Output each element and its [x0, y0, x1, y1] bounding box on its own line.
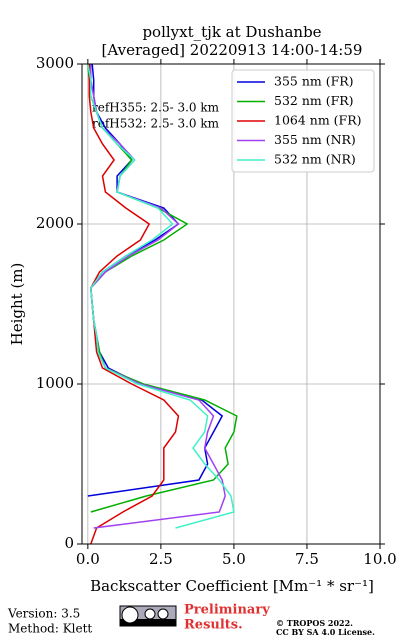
annotation: refH355: 2.5- 3.0 km [92, 101, 220, 115]
y-tick-label: 1000 [36, 374, 74, 392]
annotation: refH532: 2.5- 3.0 km [92, 117, 220, 131]
data-line [88, 64, 180, 545]
legend-label: 532 nm (FR) [274, 93, 354, 108]
copyright: © TROPOS 2022. [276, 618, 353, 628]
chart-title: pollyxt_tjk at Dushanbe [142, 23, 321, 41]
y-tick-label: 2000 [36, 214, 74, 232]
y-axis-label: Height (m) [8, 263, 26, 346]
x-tick-label: 2.5 [149, 550, 173, 568]
x-tick-label: 7.5 [295, 550, 319, 568]
x-tick-label: 10.0 [363, 550, 396, 568]
notice: Preliminary [184, 603, 270, 618]
legend-box [231, 69, 375, 173]
legend-label: 1064 nm (FR) [274, 113, 362, 128]
data-line [87, 63, 238, 513]
license: CC BY SA 4.0 License. [276, 627, 375, 637]
data-line [87, 63, 235, 529]
chart-subtitle: [Averaged] 20220913 14:00-14:59 [102, 41, 363, 59]
legend-label: 355 nm (NR) [274, 132, 356, 147]
version: Version: 3.5 [7, 607, 80, 621]
legend-label: 532 nm (NR) [274, 152, 356, 167]
cc-logo [119, 605, 177, 627]
plot-frame [81, 63, 381, 545]
y-tick-label: 0 [64, 534, 74, 552]
notice: Results. [184, 618, 243, 633]
method: Method: Klett [8, 622, 92, 636]
y-tick-label: 3000 [36, 54, 74, 72]
x-axis-label: Backscatter Coefficient [Mm⁻¹ * sr⁻¹] [90, 577, 374, 595]
legend-label: 355 nm (FR) [274, 74, 354, 89]
x-tick-label: 5.0 [222, 550, 246, 568]
x-tick-label: 0.0 [76, 550, 100, 568]
